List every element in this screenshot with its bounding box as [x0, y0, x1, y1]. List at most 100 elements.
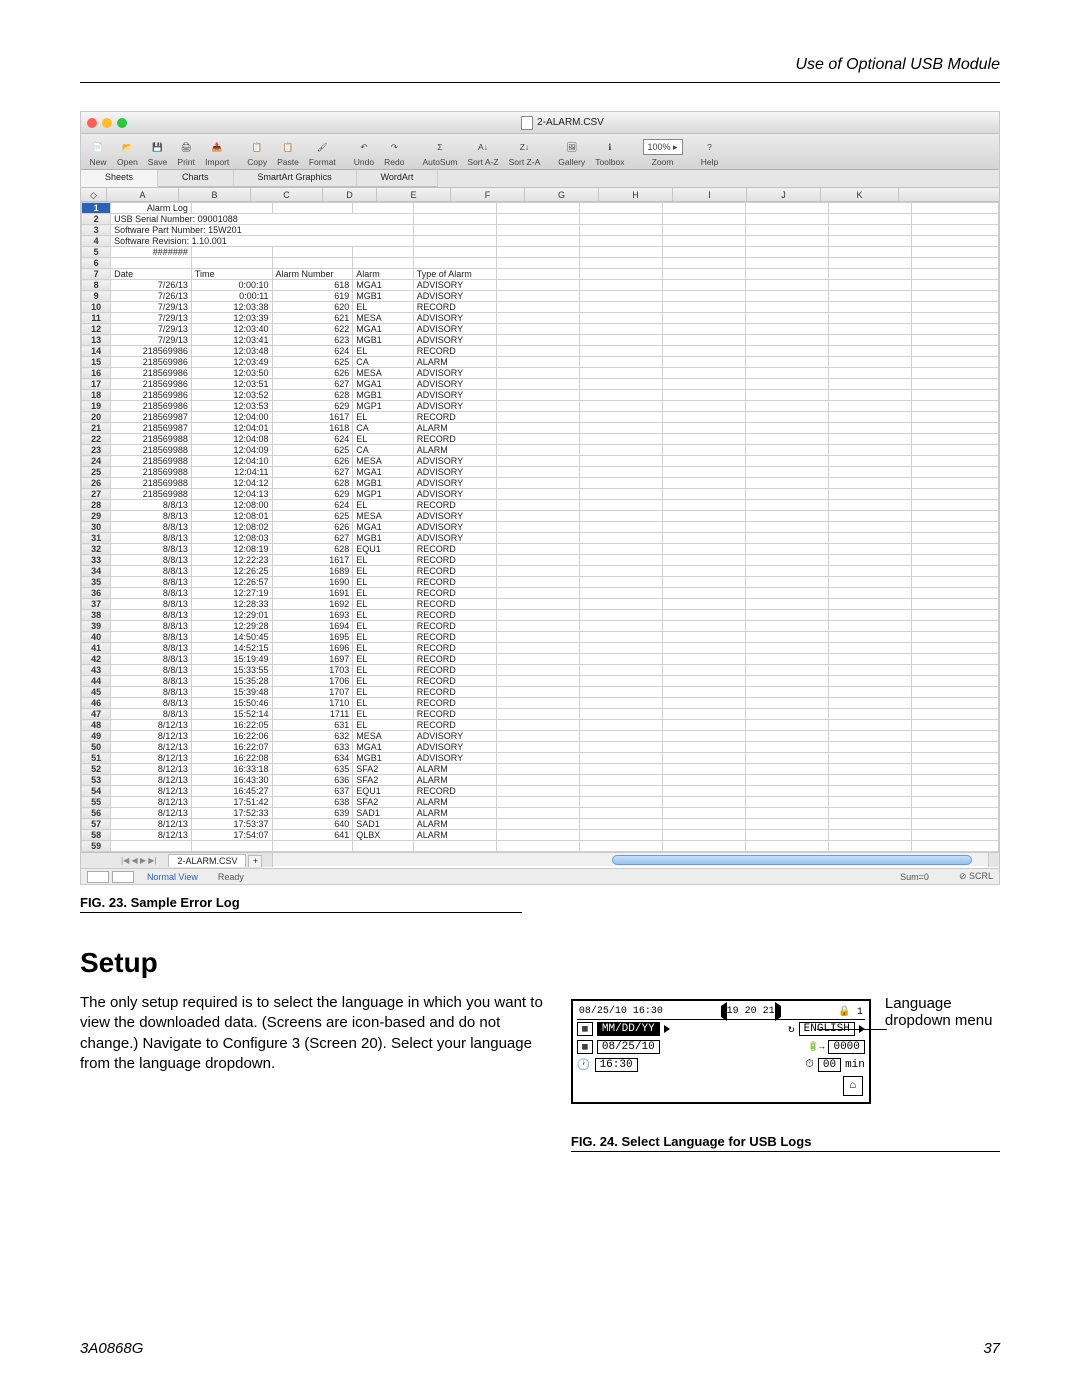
cell[interactable] — [496, 665, 579, 676]
cell[interactable]: MGP1 — [353, 489, 414, 500]
cell[interactable] — [662, 357, 745, 368]
cell[interactable] — [579, 731, 662, 742]
cell[interactable]: 8/8/13 — [111, 621, 192, 632]
cell[interactable] — [662, 423, 745, 434]
cell[interactable]: ADVISORY — [413, 291, 496, 302]
cell[interactable] — [413, 214, 496, 225]
cell[interactable]: 631 — [272, 720, 353, 731]
cell[interactable]: EL — [353, 621, 414, 632]
cell[interactable]: 8/8/13 — [111, 610, 192, 621]
cell[interactable]: 8/8/13 — [111, 698, 192, 709]
cell[interactable] — [911, 313, 999, 324]
page-view-button[interactable] — [112, 871, 134, 883]
cell[interactable]: 12:08:00 — [191, 500, 272, 511]
cell[interactable]: 1697 — [272, 654, 353, 665]
cell[interactable] — [579, 555, 662, 566]
row-number[interactable]: 44 — [82, 676, 111, 687]
row-number[interactable]: 29 — [82, 511, 111, 522]
date-format-dropdown-icon[interactable] — [664, 1025, 670, 1033]
cell[interactable]: 627 — [272, 533, 353, 544]
cell[interactable] — [662, 291, 745, 302]
cell[interactable] — [496, 610, 579, 621]
cell[interactable] — [496, 709, 579, 720]
row-number[interactable]: 18 — [82, 390, 111, 401]
cell[interactable] — [745, 588, 828, 599]
cell[interactable]: 12:04:10 — [191, 456, 272, 467]
cell[interactable] — [828, 236, 911, 247]
row-number[interactable]: 53 — [82, 775, 111, 786]
cell[interactable]: MESA — [353, 456, 414, 467]
cell[interactable] — [911, 302, 999, 313]
cell[interactable]: 619 — [272, 291, 353, 302]
cell[interactable] — [745, 522, 828, 533]
cell[interactable] — [911, 797, 999, 808]
cell[interactable] — [496, 489, 579, 500]
cell[interactable]: ADVISORY — [413, 401, 496, 412]
cell[interactable]: 12:27:19 — [191, 588, 272, 599]
cell[interactable] — [828, 489, 911, 500]
cell[interactable] — [828, 280, 911, 291]
cell[interactable] — [828, 379, 911, 390]
cell[interactable] — [662, 390, 745, 401]
cell[interactable] — [579, 456, 662, 467]
cell[interactable] — [662, 797, 745, 808]
col-header[interactable]: K — [821, 188, 899, 201]
cell[interactable]: 1696 — [272, 643, 353, 654]
cell[interactable]: 7/26/13 — [111, 291, 192, 302]
cell[interactable]: 641 — [272, 830, 353, 841]
cell[interactable] — [579, 357, 662, 368]
cell[interactable]: 624 — [272, 500, 353, 511]
cell[interactable] — [662, 379, 745, 390]
sheet-tab[interactable]: 2-ALARM.CSV — [168, 854, 246, 867]
row-number[interactable]: 19 — [82, 401, 111, 412]
cell[interactable]: CA — [353, 357, 414, 368]
cell[interactable] — [911, 742, 999, 753]
cell[interactable]: 1694 — [272, 621, 353, 632]
cell[interactable]: 12:26:25 — [191, 566, 272, 577]
minimize-traffic-light[interactable] — [102, 118, 112, 128]
cell[interactable] — [496, 258, 579, 269]
cell[interactable] — [662, 764, 745, 775]
cell[interactable]: 618 — [272, 280, 353, 291]
cell[interactable]: 16:45:27 — [191, 786, 272, 797]
cell[interactable]: 218569987 — [111, 423, 192, 434]
cell[interactable]: EL — [353, 412, 414, 423]
cell[interactable]: 218569988 — [111, 489, 192, 500]
toolbar-zoom[interactable]: 100% ▸Zoom — [639, 139, 687, 167]
cell[interactable] — [579, 698, 662, 709]
cell[interactable] — [828, 456, 911, 467]
cell[interactable] — [579, 566, 662, 577]
cell[interactable]: SFA2 — [353, 775, 414, 786]
cell[interactable]: QLBX — [353, 830, 414, 841]
row-number[interactable]: 13 — [82, 335, 111, 346]
cell[interactable] — [579, 412, 662, 423]
col-header[interactable]: I — [673, 188, 747, 201]
cell[interactable]: 218569988 — [111, 434, 192, 445]
cell[interactable]: 8/12/13 — [111, 830, 192, 841]
cell[interactable]: EL — [353, 610, 414, 621]
cell[interactable]: Alarm Number — [272, 269, 353, 280]
cell[interactable]: 218569988 — [111, 445, 192, 456]
cell[interactable]: 12:04:01 — [191, 423, 272, 434]
cell[interactable] — [662, 566, 745, 577]
cell[interactable] — [496, 533, 579, 544]
cell[interactable] — [911, 214, 999, 225]
cell[interactable] — [353, 203, 414, 214]
cell[interactable] — [828, 412, 911, 423]
cell[interactable] — [496, 313, 579, 324]
cell[interactable] — [191, 247, 272, 258]
cell[interactable] — [662, 753, 745, 764]
cell[interactable]: 8/12/13 — [111, 775, 192, 786]
cell[interactable] — [828, 709, 911, 720]
cell[interactable] — [745, 236, 828, 247]
cell[interactable]: 7/29/13 — [111, 302, 192, 313]
cell[interactable]: ADVISORY — [413, 731, 496, 742]
row-number[interactable]: 6 — [82, 258, 111, 269]
cell[interactable] — [911, 434, 999, 445]
cell[interactable] — [496, 511, 579, 522]
cell[interactable] — [911, 346, 999, 357]
row-number[interactable]: 43 — [82, 665, 111, 676]
cell[interactable]: 12:03:51 — [191, 379, 272, 390]
cell[interactable] — [662, 401, 745, 412]
cell[interactable]: 1706 — [272, 676, 353, 687]
